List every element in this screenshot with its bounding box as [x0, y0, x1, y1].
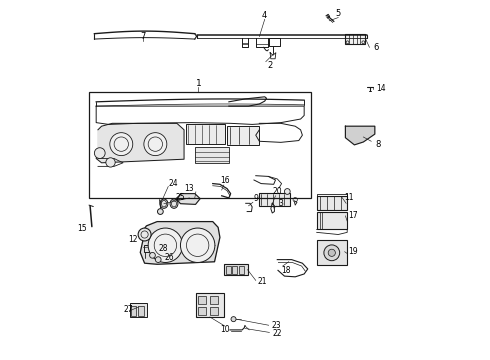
Text: 26: 26: [165, 253, 174, 262]
Polygon shape: [345, 126, 375, 145]
Text: 9: 9: [253, 194, 258, 203]
Circle shape: [180, 228, 215, 262]
Bar: [317, 240, 347, 265]
Circle shape: [110, 133, 133, 156]
Bar: [131, 306, 136, 316]
Bar: [129, 303, 147, 317]
Text: 16: 16: [220, 176, 230, 185]
Bar: [232, 266, 237, 274]
Text: 6: 6: [373, 43, 379, 52]
Text: 13: 13: [185, 184, 194, 193]
Text: 2: 2: [268, 61, 273, 70]
Bar: [196, 293, 224, 317]
Bar: [227, 126, 259, 145]
Circle shape: [148, 228, 183, 262]
Bar: [210, 296, 218, 305]
Circle shape: [144, 133, 167, 156]
Text: 25: 25: [175, 193, 185, 202]
Bar: [131, 306, 136, 316]
Bar: [317, 196, 347, 211]
Bar: [186, 125, 225, 144]
Bar: [186, 125, 225, 144]
Bar: [210, 307, 218, 315]
Text: 4: 4: [262, 10, 268, 19]
Circle shape: [285, 189, 290, 194]
Bar: [198, 296, 206, 305]
Bar: [198, 307, 206, 315]
Circle shape: [106, 158, 115, 167]
Bar: [195, 147, 229, 163]
Bar: [224, 264, 247, 275]
Bar: [317, 212, 347, 229]
Text: 3: 3: [278, 199, 283, 208]
Text: 5: 5: [336, 9, 341, 18]
Circle shape: [149, 252, 155, 258]
Bar: [196, 293, 224, 317]
Bar: [139, 306, 144, 316]
Text: 15: 15: [77, 224, 87, 233]
Bar: [259, 193, 290, 206]
Bar: [139, 306, 144, 316]
Ellipse shape: [170, 199, 178, 208]
Bar: [210, 296, 218, 305]
Polygon shape: [96, 123, 184, 163]
Bar: [227, 126, 259, 145]
Text: 1: 1: [196, 79, 201, 88]
Text: 19: 19: [348, 247, 357, 256]
Bar: [239, 266, 244, 274]
Text: 23: 23: [271, 321, 281, 330]
Bar: [195, 147, 229, 163]
Bar: [345, 34, 365, 44]
Circle shape: [157, 209, 163, 215]
Text: 20: 20: [272, 187, 282, 196]
Bar: [317, 196, 347, 211]
Bar: [317, 240, 347, 265]
Text: 24: 24: [169, 179, 178, 188]
Text: 22: 22: [272, 329, 282, 338]
Circle shape: [95, 148, 105, 158]
Bar: [89, 92, 311, 198]
Bar: [144, 244, 151, 252]
Circle shape: [138, 228, 151, 241]
Circle shape: [324, 245, 340, 261]
Bar: [232, 266, 237, 274]
Bar: [226, 266, 231, 274]
Bar: [198, 296, 206, 305]
Bar: [129, 303, 147, 317]
Polygon shape: [140, 222, 220, 264]
Bar: [210, 307, 218, 315]
Bar: [226, 266, 231, 274]
Ellipse shape: [160, 199, 168, 208]
Text: 18: 18: [281, 266, 291, 275]
Text: 17: 17: [348, 211, 358, 220]
Bar: [239, 266, 244, 274]
Text: 7: 7: [140, 32, 146, 41]
Text: 12: 12: [128, 235, 137, 244]
Text: 8: 8: [375, 140, 380, 149]
Circle shape: [328, 249, 335, 256]
Bar: [259, 193, 290, 206]
Bar: [317, 212, 347, 229]
Bar: [224, 264, 247, 275]
Text: 14: 14: [376, 84, 386, 93]
Circle shape: [155, 257, 161, 262]
Polygon shape: [176, 194, 200, 204]
Text: 27: 27: [123, 305, 133, 314]
Circle shape: [231, 317, 236, 321]
Bar: [198, 307, 206, 315]
Text: 11: 11: [344, 193, 354, 202]
Text: 21: 21: [257, 276, 267, 285]
Text: 10: 10: [220, 325, 230, 334]
Bar: [345, 34, 365, 44]
Text: 28: 28: [158, 244, 168, 253]
